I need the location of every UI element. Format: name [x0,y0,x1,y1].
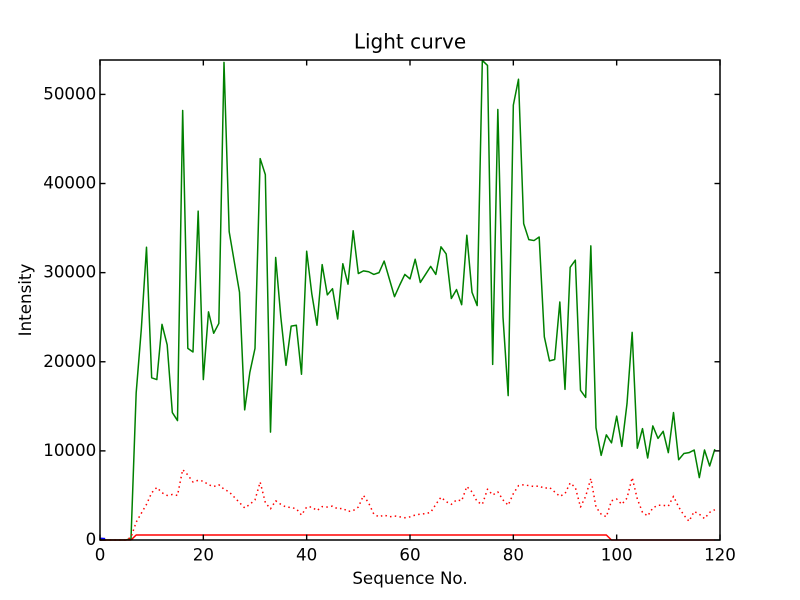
x-tick-label-120: 120 [704,545,736,565]
series-background-level-line [100,468,716,541]
x-axis-label: Sequence No. [352,568,467,588]
y-axis-label: Intensity [15,264,35,337]
y-tick-label-40000: 40000 [43,173,96,193]
y-tick-label-0: 0 [86,529,97,549]
y-tick-label-50000: 50000 [43,83,96,103]
x-tick-label-20: 20 [193,545,214,565]
axis-tick-labels: 0 20 40 60 80 100 120 0 10000 20000 30000 40000 5000… [43,83,736,564]
x-tick-label-0: 0 [95,545,106,565]
y-tick-label-30000: 30000 [43,262,96,282]
y-tick-label-20000: 20000 [43,351,96,371]
x-tick-label-60: 60 [399,545,420,565]
x-tick-label-80: 80 [503,545,524,565]
x-tick-label-100: 100 [601,545,633,565]
chart-title: Light curve [354,30,466,54]
axes-frame [99,59,721,541]
series-star-intensity-line [100,59,716,541]
x-tick-label-40: 40 [296,545,317,565]
y-tick-label-10000: 10000 [43,440,96,460]
